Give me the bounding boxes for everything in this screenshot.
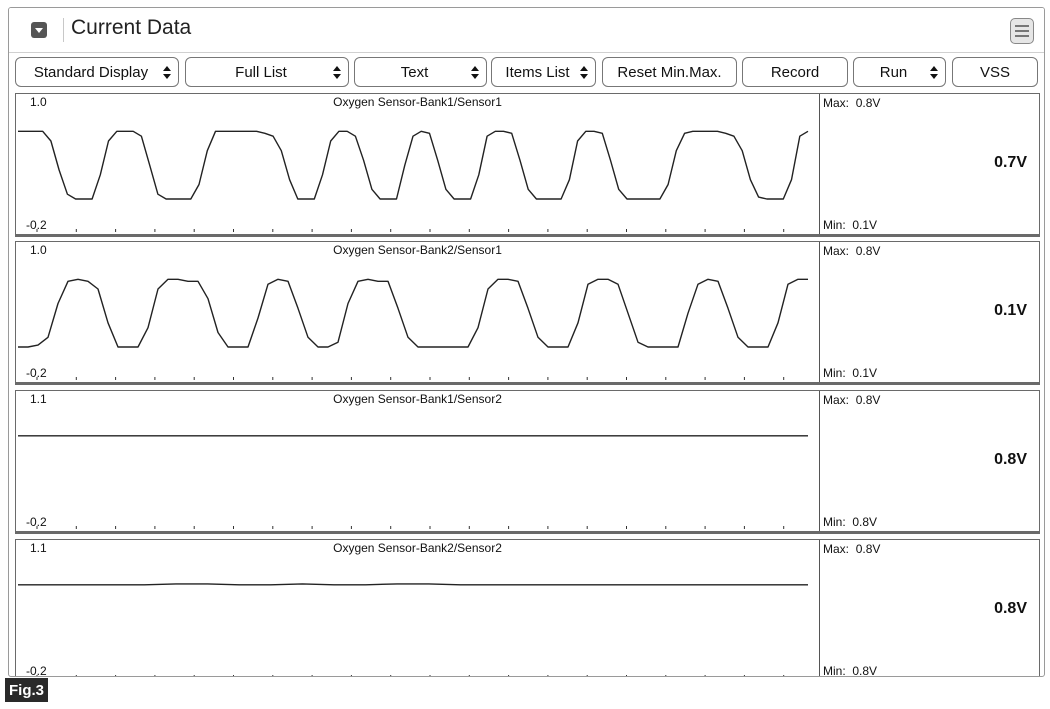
min-readout: Min: 0.1V	[823, 218, 877, 232]
max-label: Max:	[823, 244, 850, 258]
max-readout: Max: 0.8V	[823, 96, 880, 110]
waveform-plot	[18, 583, 808, 676]
graph-area: 1.1 Oxygen Sensor-Bank2/Sensor2 -0.2	[16, 540, 820, 677]
y-min-label: -0.2	[26, 366, 47, 380]
min-readout: Min: 0.1V	[823, 366, 877, 380]
spinner-icon	[580, 66, 588, 80]
full-list-label: Full List	[235, 63, 287, 81]
sensor-voltage-trace	[18, 583, 808, 586]
value-panel: Max: 0.8V 0.1V Min: 0.1V	[820, 242, 1039, 382]
standard-display-label: Standard Display	[33, 63, 149, 81]
record-button[interactable]: Record	[742, 57, 848, 87]
y-min-label: -0.2	[26, 515, 47, 529]
min-value: 0.8V	[852, 664, 878, 677]
graph-panel[interactable]: 1.1 Oxygen Sensor-Bank2/Sensor2 -0.2 Max…	[15, 539, 1040, 677]
max-value: 0.8V	[855, 542, 881, 556]
graph-area: 1.1 Oxygen Sensor-Bank1/Sensor2 -0.2	[16, 391, 820, 531]
spinner-icon	[163, 66, 171, 80]
min-label: Min:	[823, 515, 846, 529]
value-panel: Max: 0.8V 0.8V Min: 0.8V	[820, 540, 1039, 677]
max-value: 0.8V	[855, 96, 881, 110]
current-value: 0.8V	[994, 600, 1027, 617]
items-list-label: Items List	[505, 63, 570, 81]
reset-min-max-button[interactable]: Reset Min.Max.	[602, 57, 737, 87]
vss-button[interactable]: VSS	[952, 57, 1038, 87]
current-data-window: Current Data Standard Display Full List …	[8, 7, 1045, 677]
value-panel: Max: 0.8V 0.8V Min: 0.8V	[820, 391, 1039, 531]
sensor-name: Oxygen Sensor-Bank2/Sensor2	[333, 541, 502, 555]
graph-panel[interactable]: 1.0 Oxygen Sensor-Bank1/Sensor1 -0.2 Max…	[15, 93, 1040, 237]
y-max-label: 1.0	[30, 243, 47, 257]
spinner-icon	[471, 66, 479, 80]
y-max-label: 1.1	[30, 392, 47, 406]
graph-panel[interactable]: 1.1 Oxygen Sensor-Bank1/Sensor2 -0.2 Max…	[15, 390, 1040, 534]
current-value: 0.8V	[994, 451, 1027, 468]
record-label: Record	[770, 63, 820, 81]
standard-display-select[interactable]: Standard Display	[15, 57, 179, 87]
waveform-plot	[18, 130, 809, 232]
spinner-icon	[333, 66, 341, 80]
collapse-icon[interactable]	[31, 22, 47, 38]
min-value: 0.1V	[852, 218, 878, 232]
graph-area: 1.0 Oxygen Sensor-Bank1/Sensor1 -0.2	[16, 94, 820, 234]
y-max-label: 1.1	[30, 541, 47, 555]
min-readout: Min: 0.8V	[823, 664, 878, 677]
current-value: 0.7V	[994, 154, 1027, 171]
sensor-voltage-trace	[18, 130, 809, 200]
max-readout: Max: 0.8V	[823, 244, 880, 258]
sensor-name: Oxygen Sensor-Bank1/Sensor1	[333, 95, 502, 109]
title-divider	[63, 18, 64, 42]
text-label: Text	[400, 63, 429, 81]
waveform-plot	[18, 278, 808, 380]
waveform-plot	[18, 435, 808, 529]
max-value: 0.8V	[855, 393, 881, 407]
min-readout: Min: 0.8V	[823, 515, 877, 529]
graph-area: 1.0 Oxygen Sensor-Bank2/Sensor1 -0.2	[16, 242, 820, 382]
max-value: 0.8V	[855, 244, 881, 258]
figure-label: Fig.3	[5, 678, 48, 702]
graph-panel[interactable]: 1.0 Oxygen Sensor-Bank2/Sensor1 -0.2 Max…	[15, 241, 1040, 385]
items-list-select[interactable]: Items List	[491, 57, 596, 87]
y-min-label: -0.2	[26, 218, 47, 232]
min-label: Min:	[823, 664, 846, 677]
sensor-voltage-trace	[18, 278, 808, 348]
max-label: Max:	[823, 96, 850, 110]
menu-icon[interactable]	[1010, 18, 1034, 44]
reset-min-max-label: Reset Min.Max.	[617, 63, 722, 81]
min-value: 0.8V	[852, 515, 878, 529]
min-label: Min:	[823, 218, 846, 232]
toolbar: Standard Display Full List Text Items Li…	[15, 57, 1038, 89]
min-value: 0.1V	[852, 366, 878, 380]
text-select[interactable]: Text	[354, 57, 487, 87]
value-panel: Max: 0.8V 0.7V Min: 0.1V	[820, 94, 1039, 234]
run-label: Run	[879, 63, 908, 81]
max-label: Max:	[823, 393, 850, 407]
full-list-select[interactable]: Full List	[185, 57, 349, 87]
max-label: Max:	[823, 542, 850, 556]
vss-label: VSS	[979, 63, 1010, 81]
sensor-name: Oxygen Sensor-Bank2/Sensor1	[333, 243, 502, 257]
max-readout: Max: 0.8V	[823, 542, 880, 556]
run-select[interactable]: Run	[853, 57, 946, 87]
y-max-label: 1.0	[30, 95, 47, 109]
title-bar: Current Data	[9, 8, 1044, 53]
page-title: Current Data	[71, 16, 192, 39]
current-value: 0.1V	[994, 302, 1027, 319]
max-readout: Max: 0.8V	[823, 393, 880, 407]
spinner-icon	[930, 66, 938, 80]
y-min-label: -0.2	[26, 664, 47, 677]
min-label: Min:	[823, 366, 846, 380]
sensor-name: Oxygen Sensor-Bank1/Sensor2	[333, 392, 502, 406]
